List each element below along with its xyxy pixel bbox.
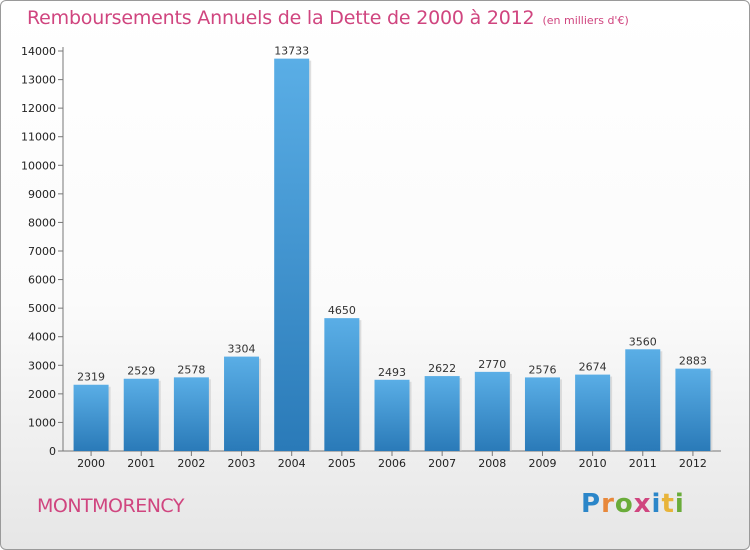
data-label: 3560 (629, 335, 657, 348)
bars: 2319 2529 2578 3304 13733 4650 2493 2622 2770 257… (73, 45, 713, 451)
bar (625, 349, 661, 451)
chart-title: Remboursements Annuels de la Dette de 20… (27, 7, 629, 29)
x-tick-label: 2008 (478, 457, 506, 470)
y-tick-label: 1000 (28, 416, 56, 429)
x-tick-label: 2003 (228, 457, 256, 470)
chart-subtitle: (en milliers d'€) (542, 14, 629, 27)
data-label: 2674 (579, 361, 607, 374)
data-label: 2770 (478, 358, 506, 371)
y-tick-label: 2000 (28, 388, 56, 401)
bar (173, 377, 209, 451)
x-tick-label: 2011 (629, 457, 657, 470)
x-tick-label: 2006 (378, 457, 406, 470)
bar (224, 356, 260, 451)
commune-name: MONTMORENCY (37, 495, 184, 517)
y-tick-label: 10000 (21, 159, 56, 172)
data-label: 2576 (528, 363, 556, 376)
x-tick-label: 2001 (127, 457, 155, 470)
y-tick-label: 8000 (28, 216, 56, 229)
data-label: 4650 (328, 304, 356, 317)
data-label: 2319 (77, 371, 105, 384)
x-tick-label: 2004 (278, 457, 306, 470)
bar (73, 384, 109, 451)
x-tick-label: 2007 (428, 457, 456, 470)
y-tick-label: 5000 (28, 302, 56, 315)
data-label: 13733 (274, 45, 309, 58)
data-label: 3304 (228, 343, 256, 356)
y-tick-label: 14000 (21, 45, 56, 58)
bar (575, 374, 611, 451)
x-tick-label: 2009 (528, 457, 556, 470)
chart-title-text: Remboursements Annuels de la Dette de 20… (27, 7, 535, 29)
data-label: 2883 (679, 355, 707, 368)
data-label: 2622 (428, 362, 456, 375)
x-tick-label: 2002 (177, 457, 205, 470)
y-tick-label: 6000 (28, 274, 56, 287)
bar (424, 376, 460, 451)
y-tick-label: 9000 (28, 188, 56, 201)
bar (324, 318, 360, 451)
y-axis: 0 1000 2000 3000 4000 5000 6000 7000 8000 9000 100… (21, 45, 64, 458)
y-tick-label: 11000 (21, 131, 56, 144)
y-tick-label: 7000 (28, 245, 56, 258)
bar (474, 371, 510, 451)
x-tick-label: 2005 (328, 457, 356, 470)
y-tick-label: 13000 (21, 74, 56, 87)
data-label: 2578 (177, 363, 205, 376)
data-label: 2493 (378, 366, 406, 379)
bar (675, 368, 711, 451)
bar (274, 58, 310, 451)
y-tick-label: 12000 (21, 102, 56, 115)
bar (524, 377, 560, 451)
y-tick-label: 0 (49, 445, 56, 458)
proxiti-logo: Proxiti (581, 489, 685, 519)
x-tick-label: 2012 (679, 457, 707, 470)
y-tick-label: 3000 (28, 359, 56, 372)
y-tick-label: 4000 (28, 331, 56, 344)
x-axis: 2000 2001 2002 2003 2004 2005 2006 2007 2008 2009… (63, 450, 721, 470)
bar (374, 379, 410, 451)
x-tick-label: 2000 (77, 457, 105, 470)
bar (123, 378, 159, 451)
data-label: 2529 (127, 365, 155, 378)
x-tick-label: 2010 (579, 457, 607, 470)
